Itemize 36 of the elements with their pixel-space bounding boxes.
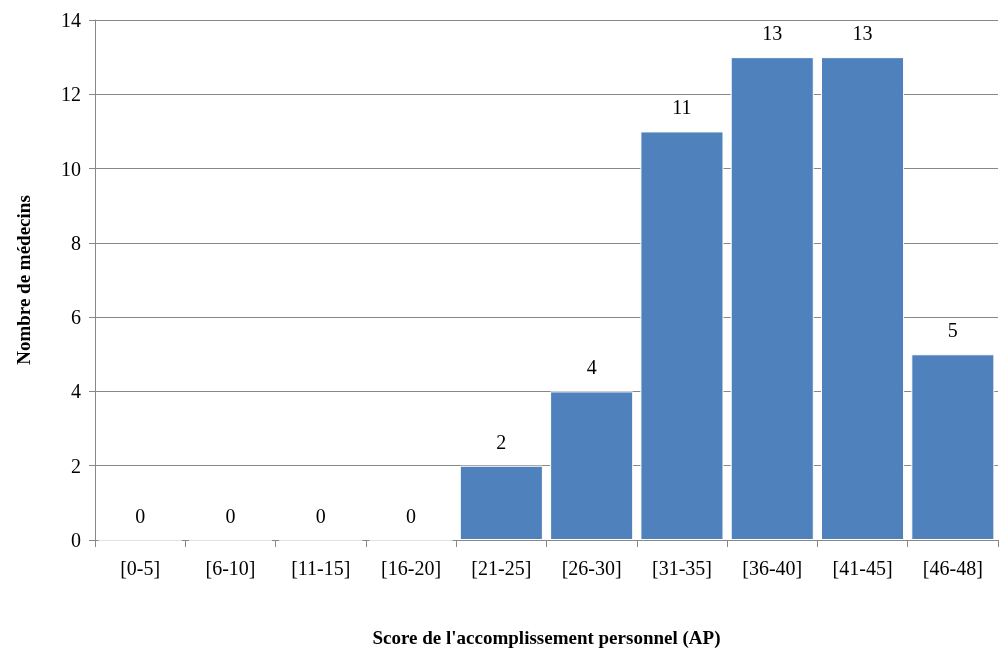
x-tick-label: [0-5]	[120, 557, 161, 579]
x-tick-label: [21-25]	[471, 557, 532, 579]
bar	[550, 391, 634, 540]
x-tick-label: [6-10]	[205, 557, 256, 579]
x-axis-title: Score de l'accomplissement personnel (AP)	[372, 627, 721, 649]
data-label: 4	[586, 356, 597, 379]
data-label: 0	[225, 504, 236, 527]
data-label: 0	[135, 504, 146, 527]
bar	[730, 57, 814, 540]
y-tick-label: 14	[61, 9, 81, 31]
y-tick-label: 0	[71, 529, 81, 551]
x-tick-label: [26-30]	[561, 557, 622, 579]
data-label: 13	[852, 22, 873, 45]
data-label: 13	[762, 22, 783, 45]
data-label: 5	[947, 319, 958, 342]
x-tick-label: [36-40]	[742, 557, 803, 579]
y-tick-label: 8	[71, 231, 81, 254]
y-axis-title: Nombre de médecins	[13, 195, 34, 365]
data-label: 11	[672, 96, 692, 119]
data-label: 0	[406, 504, 417, 527]
x-tick-label: [11-15]	[291, 557, 351, 579]
x-tick-label: [41-45]	[832, 557, 893, 579]
data-label: 2	[496, 430, 507, 453]
y-tick-label: 12	[61, 83, 81, 106]
y-tick-label: 4	[71, 380, 81, 403]
y-tick-label: 2	[71, 454, 81, 477]
bar	[640, 131, 724, 540]
bar	[459, 465, 543, 540]
bar	[911, 354, 995, 540]
x-tick-label: [31-35]	[651, 557, 712, 579]
x-tick-label: [46-48]	[922, 557, 983, 579]
y-tick-label: 6	[71, 306, 81, 329]
y-tick-label: 10	[61, 157, 81, 180]
data-label: 0	[315, 504, 326, 527]
x-tick-label: [16-20]	[381, 557, 442, 579]
bar	[821, 57, 905, 540]
